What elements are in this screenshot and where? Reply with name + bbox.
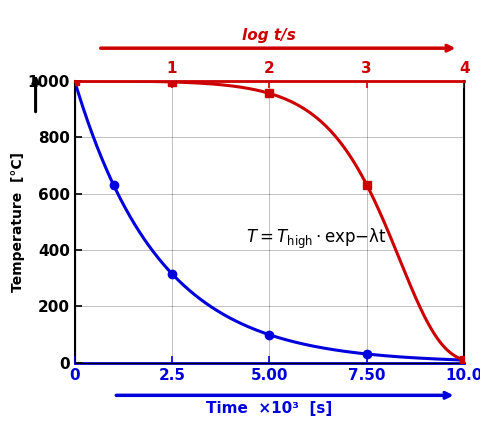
Text: $T = T_{\rm high} \cdot \rm{exp}{-\lambda t}$: $T = T_{\rm high} \cdot \rm{exp}{-\lambd… <box>245 227 386 251</box>
Text: Temperature  [°C]: Temperature [°C] <box>11 152 25 292</box>
Text: Time  ×10³  [s]: Time ×10³ [s] <box>206 401 332 416</box>
Text: log t/s: log t/s <box>242 27 296 43</box>
